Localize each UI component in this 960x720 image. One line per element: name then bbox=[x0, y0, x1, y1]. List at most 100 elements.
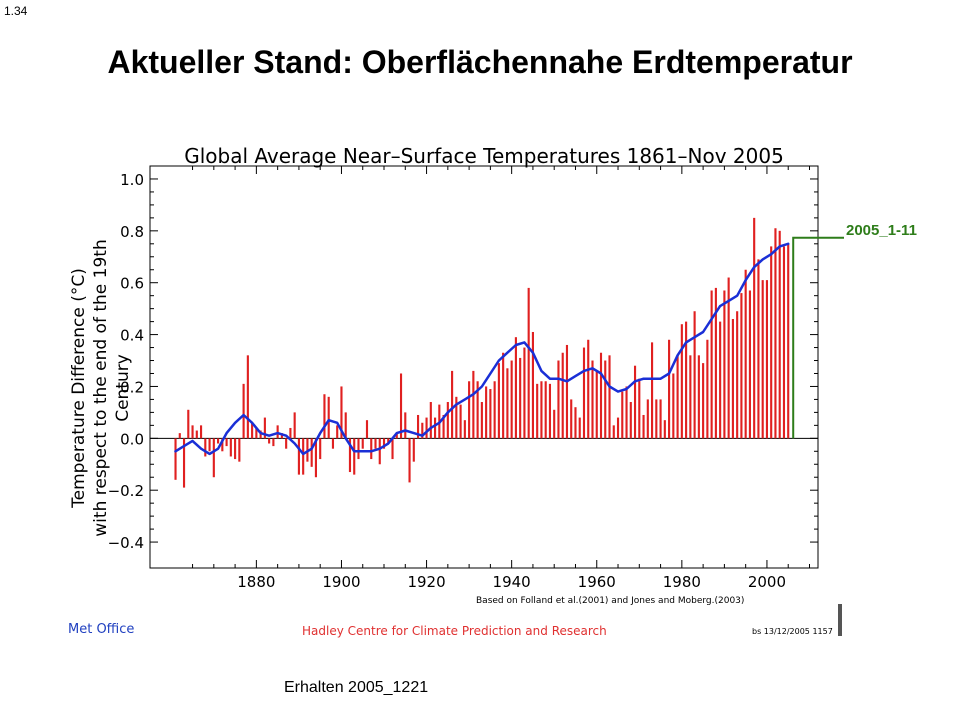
data-bar bbox=[540, 381, 543, 439]
data-bar bbox=[506, 368, 509, 439]
data-bar bbox=[314, 438, 317, 478]
data-bar bbox=[340, 386, 343, 439]
data-bar bbox=[217, 438, 220, 444]
data-bar bbox=[285, 438, 288, 449]
data-bar bbox=[365, 420, 369, 439]
data-bar bbox=[774, 228, 777, 439]
data-bar bbox=[297, 438, 300, 475]
data-bar bbox=[399, 373, 403, 439]
x-tick-label: 1880 bbox=[237, 573, 275, 591]
data-bar bbox=[174, 438, 177, 480]
data-bar bbox=[748, 290, 751, 439]
data-bar bbox=[229, 438, 232, 457]
data-bar bbox=[608, 355, 611, 439]
x-tick-label: 2000 bbox=[748, 573, 786, 591]
data-bar bbox=[514, 337, 517, 439]
x-tick-label: 1920 bbox=[407, 573, 445, 591]
data-bar bbox=[604, 360, 607, 439]
data-bar bbox=[293, 412, 296, 439]
data-bar bbox=[182, 438, 186, 488]
data-bar bbox=[761, 280, 764, 439]
data-bar bbox=[387, 438, 390, 444]
data-bar bbox=[689, 355, 692, 439]
data-bar bbox=[685, 321, 688, 439]
data-bar bbox=[642, 414, 645, 439]
data-bar bbox=[412, 438, 415, 462]
data-bar bbox=[348, 438, 352, 473]
x-tick-label: 1940 bbox=[493, 573, 531, 591]
data-bar bbox=[676, 355, 679, 439]
data-bar bbox=[370, 438, 373, 460]
data-bar bbox=[680, 324, 683, 439]
data-bar bbox=[753, 217, 756, 439]
data-bar bbox=[178, 433, 181, 439]
data-bar bbox=[519, 357, 522, 439]
data-bar bbox=[757, 259, 760, 439]
source-note: Based on Folland et al.(2001) and Jones … bbox=[476, 596, 745, 606]
y-axis-label-line1: Temperature Difference (°C) bbox=[69, 268, 89, 508]
data-bar bbox=[259, 430, 262, 439]
data-bar bbox=[187, 409, 190, 439]
data-bar bbox=[510, 360, 513, 439]
data-bar bbox=[578, 417, 581, 439]
callout-label: 2005_1-11 bbox=[846, 222, 917, 239]
y-tick-label: 0.2 bbox=[120, 378, 144, 396]
data-bar bbox=[404, 412, 407, 439]
data-bar bbox=[204, 438, 207, 457]
data-bar bbox=[319, 438, 322, 460]
data-bar bbox=[382, 438, 386, 449]
hadley-centre-label: Hadley Centre for Climate Prediction and… bbox=[302, 624, 607, 638]
chart-title: Global Average Near–Surface Temperatures… bbox=[184, 144, 784, 168]
x-tick-label: 1900 bbox=[322, 573, 360, 591]
data-bar bbox=[195, 430, 198, 439]
data-bar bbox=[276, 425, 279, 439]
data-bar bbox=[374, 438, 377, 449]
data-bar bbox=[714, 287, 717, 439]
data-bar bbox=[651, 342, 654, 439]
data-bar bbox=[480, 402, 483, 439]
data-bar bbox=[268, 438, 271, 444]
data-bar bbox=[787, 243, 790, 439]
data-bar bbox=[646, 399, 649, 439]
data-bar bbox=[599, 352, 603, 439]
data-bar bbox=[565, 344, 569, 439]
data-bar bbox=[302, 438, 305, 475]
data-bar bbox=[770, 246, 773, 439]
data-bar bbox=[221, 438, 224, 452]
data-bar bbox=[225, 438, 228, 447]
data-bar bbox=[434, 417, 437, 439]
y-tick-label: 0.0 bbox=[120, 430, 144, 448]
data-bar bbox=[706, 339, 709, 439]
data-bar bbox=[272, 438, 275, 447]
timestamp-label: bs 13/12/2005 1157 bbox=[752, 627, 833, 636]
data-bar bbox=[570, 399, 573, 439]
data-bar bbox=[591, 360, 594, 439]
data-bar bbox=[574, 407, 577, 439]
data-bar bbox=[536, 383, 539, 439]
data-bar bbox=[191, 425, 194, 439]
data-bar bbox=[451, 370, 454, 439]
data-bar bbox=[280, 433, 283, 439]
data-bar bbox=[561, 352, 564, 439]
data-bar bbox=[672, 373, 675, 439]
data-bar bbox=[238, 438, 241, 462]
data-bar bbox=[361, 438, 364, 449]
data-bar bbox=[327, 396, 330, 439]
data-bar bbox=[582, 347, 586, 439]
data-bar bbox=[659, 399, 662, 439]
data-bar bbox=[246, 355, 249, 439]
data-bar bbox=[459, 404, 462, 439]
data-bar bbox=[263, 417, 266, 439]
data-bar bbox=[446, 402, 449, 439]
y-tick-label: 1.0 bbox=[120, 171, 144, 189]
y-tick-label: −0.4 bbox=[108, 534, 144, 552]
data-bar bbox=[655, 399, 658, 439]
data-bar bbox=[740, 293, 743, 439]
data-bar bbox=[472, 370, 475, 439]
data-bar bbox=[727, 277, 730, 439]
data-bar bbox=[485, 386, 488, 439]
data-bar bbox=[702, 363, 705, 439]
data-bar bbox=[548, 383, 552, 439]
data-bar bbox=[463, 420, 466, 439]
data-bar bbox=[331, 438, 335, 449]
